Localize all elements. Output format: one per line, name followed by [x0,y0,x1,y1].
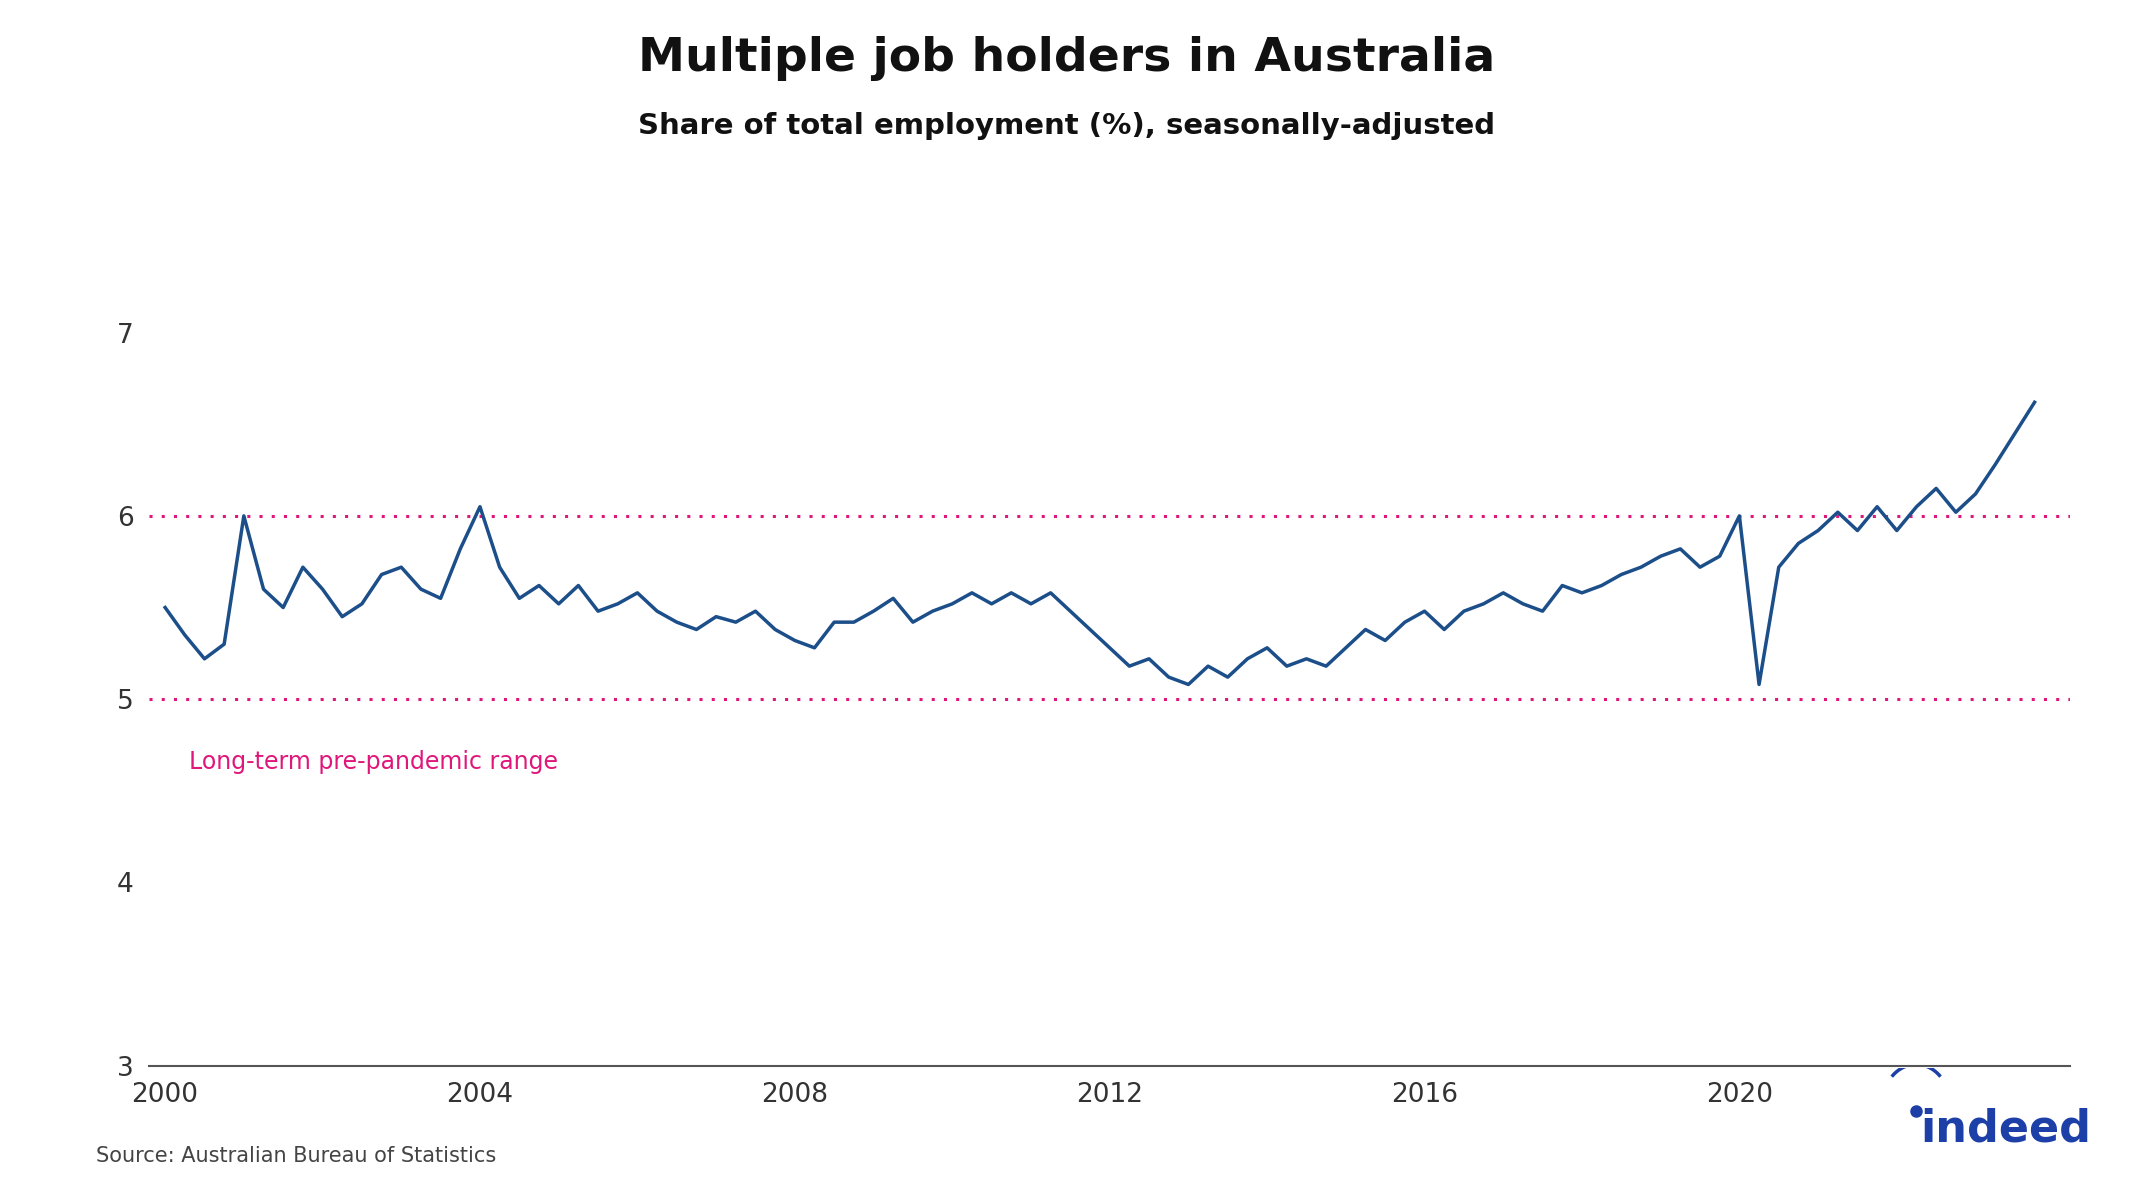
Text: Source: Australian Bureau of Statistics: Source: Australian Bureau of Statistics [96,1146,497,1166]
Text: Multiple job holders in Australia: Multiple job holders in Australia [638,36,1496,81]
Text: Share of total employment (%), seasonally-adjusted: Share of total employment (%), seasonall… [638,112,1496,141]
Text: indeed: indeed [1921,1108,2091,1151]
Text: Long-term pre-pandemic range: Long-term pre-pandemic range [188,751,557,774]
